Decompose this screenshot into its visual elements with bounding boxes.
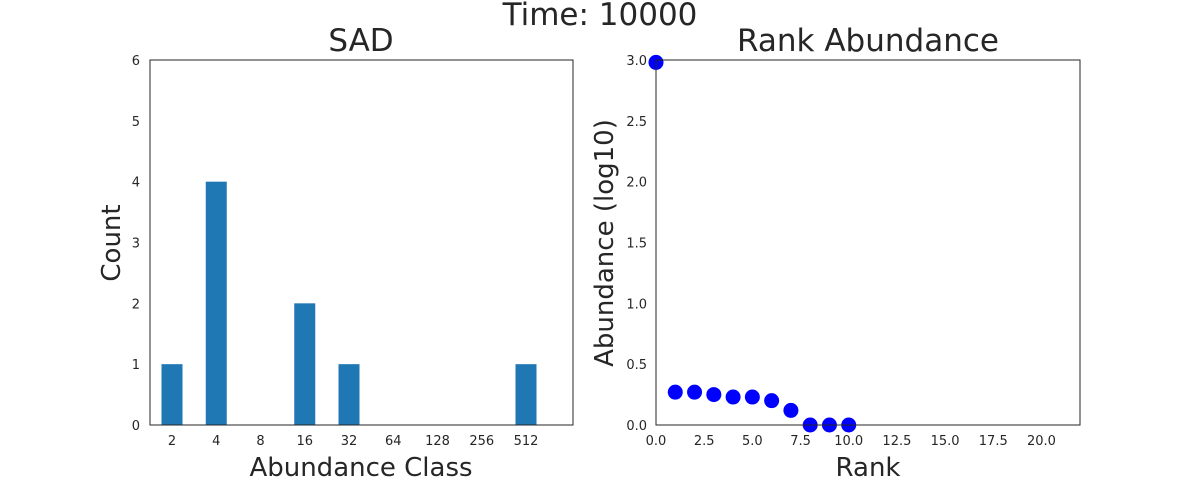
rank-x-tick-label: 12.5: [882, 434, 911, 449]
sad-x-tick-label: 64: [385, 434, 402, 449]
sad-x-tick-label: 128: [425, 434, 450, 449]
rank-points: [648, 54, 857, 433]
rank-point-6: [764, 393, 780, 409]
rank-title: Rank Abundance: [737, 23, 999, 59]
rank-abundance-chart: Rank Abundance 0.0 0.5 1.0 1.5 2.0 2.5 3.0 0.0…: [590, 23, 1081, 483]
rank-y-ticks: 0.0 0.5 1.0 1.5 2.0 2.5 3.0: [626, 54, 647, 434]
rank-plot-frame: [655, 59, 1081, 426]
sad-y-tick-label: 6: [132, 54, 140, 69]
rank-y-tick-label: 0.0: [626, 419, 647, 434]
rank-y-axis-label: Abundance (log10): [590, 119, 620, 367]
rank-y-tick-label: 2.0: [626, 176, 647, 191]
sad-x-tick-label: 16: [296, 434, 313, 449]
rank-y-tick-label: 1.0: [626, 297, 647, 312]
sad-x-tick-label: 32: [341, 434, 358, 449]
sad-x-tick-label: 256: [469, 434, 494, 449]
rank-x-tick-label: 20.0: [1027, 434, 1056, 449]
figure-title: Time: 10000: [502, 0, 698, 33]
rank-x-tick-label: 15.0: [931, 434, 960, 449]
sad-plot-frame: [149, 59, 574, 426]
sad-chart: SAD 0 1 2 3 4 5 6 2 4 8 16 32 64 128 256 512 Abundance…: [97, 23, 574, 483]
rank-y-tick-label: 2.5: [626, 115, 647, 130]
sad-x-tick-label: 8: [256, 434, 264, 449]
sad-x-axis-label: Abundance Class: [249, 453, 472, 483]
rank-point-2: [687, 384, 703, 400]
sad-x-tick-label: 2: [168, 434, 176, 449]
sad-y-axis-label: Count: [97, 204, 127, 281]
sad-title: SAD: [328, 23, 393, 59]
rank-x-ticks: 0.0 2.5 5.0 7.5 10.0 12.5 15.0 17.5 20.0: [646, 434, 1056, 449]
sad-y-tick-label: 2: [132, 297, 140, 312]
sad-bar-32: [338, 364, 360, 425]
rank-x-tick-label: 7.5: [790, 434, 811, 449]
rank-y-tick-label: 0.5: [626, 358, 647, 373]
rank-x-tick-label: 2.5: [694, 434, 715, 449]
rank-x-axis-label: Rank: [836, 453, 901, 483]
rank-point-1: [667, 384, 683, 400]
sad-y-tick-label: 0: [132, 419, 140, 434]
sad-y-ticks: 0 1 2 3 4 5 6: [132, 54, 140, 434]
sad-bar-16: [294, 303, 316, 425]
rank-y-tick-label: 1.5: [626, 237, 647, 252]
sad-bar-4: [205, 181, 227, 425]
sad-y-tick-label: 1: [132, 358, 140, 373]
sad-bar-512: [515, 364, 537, 425]
rank-x-tick-label: 0.0: [646, 434, 667, 449]
sad-bar-2: [161, 364, 183, 425]
sad-x-tick-label: 512: [514, 434, 539, 449]
rank-point-7: [783, 402, 799, 418]
sad-y-tick-label: 5: [132, 115, 140, 130]
rank-point-3: [706, 387, 722, 403]
rank-point-5: [744, 389, 760, 405]
rank-y-tick-label: 3.0: [626, 54, 647, 69]
sad-x-ticks: 2 4 8 16 32 64 128 256 512: [168, 434, 539, 449]
sad-y-tick-label: 3: [132, 237, 140, 252]
sad-bars: [161, 181, 537, 425]
sad-x-tick-label: 4: [212, 434, 220, 449]
rank-x-tick-label: 10.0: [834, 434, 863, 449]
rank-x-tick-label: 17.5: [979, 434, 1008, 449]
rank-point-4: [725, 389, 741, 405]
sad-y-tick-label: 4: [132, 176, 140, 191]
rank-x-tick-label: 5.0: [742, 434, 763, 449]
